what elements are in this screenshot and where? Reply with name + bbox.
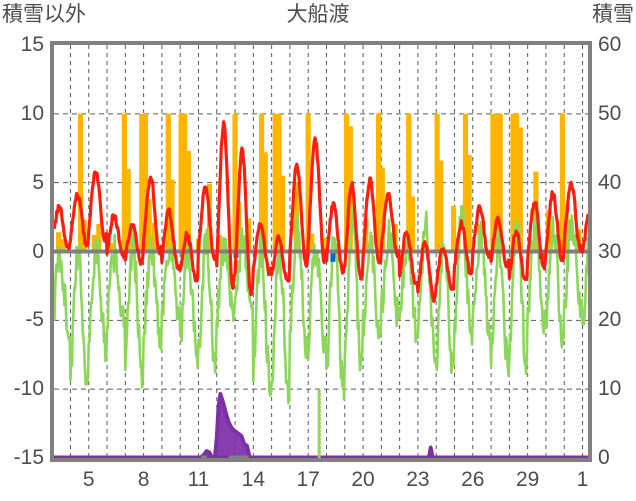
sunshine-spike-31 bbox=[307, 113, 310, 252]
sunshine-bar-1 bbox=[60, 239, 66, 252]
sunshine-spike-45 bbox=[439, 160, 442, 252]
sunshine-spike-25 bbox=[260, 113, 263, 252]
x-tick-14: 14 bbox=[241, 468, 266, 491]
x-tick-11: 11 bbox=[187, 468, 210, 491]
chart-title: 大船渡 bbox=[286, 3, 350, 26]
sunshine-bar-0 bbox=[55, 232, 62, 252]
sunshine-spike-51 bbox=[495, 113, 498, 252]
sunshine-spike-14 bbox=[167, 113, 170, 252]
x-tick-29: 29 bbox=[515, 468, 540, 491]
sunshine-spike-22 bbox=[234, 113, 237, 252]
sunshine-bar-5 bbox=[96, 223, 102, 252]
x-tick-8: 8 bbox=[137, 468, 150, 491]
sunshine-spike-54 bbox=[515, 113, 518, 252]
sunshine-spike-35 bbox=[345, 113, 348, 252]
sunshine-bar-42 bbox=[409, 196, 416, 252]
left-tick--5: -5 bbox=[25, 308, 44, 332]
right-tick-30: 30 bbox=[598, 239, 622, 263]
sunshine-spike-48 bbox=[468, 155, 471, 252]
sunshine-bar-6 bbox=[109, 243, 115, 252]
x-tick-17: 17 bbox=[296, 468, 320, 491]
sunshine-bar-32 bbox=[309, 233, 315, 252]
sunshine-spike-58 bbox=[561, 113, 564, 252]
right-tick-0: 0 bbox=[598, 446, 610, 469]
right-tick-40: 40 bbox=[598, 170, 622, 194]
left-tick-5: 5 bbox=[32, 170, 44, 194]
right-axis-title: 積雪 bbox=[592, 3, 634, 26]
x-tick-1: 1 bbox=[576, 468, 589, 491]
sunshine-spike-39 bbox=[381, 167, 384, 252]
sunshine-spike-27 bbox=[274, 113, 277, 252]
sunshine-spike-29 bbox=[281, 175, 284, 252]
plot-area bbox=[50, 41, 592, 462]
sunshine-spike-8 bbox=[127, 168, 130, 252]
sunshine-spike-47 bbox=[464, 113, 467, 252]
sunshine-spike-17 bbox=[183, 113, 186, 252]
sunshine-spike-7 bbox=[123, 113, 126, 252]
sunshine-spike-11 bbox=[144, 113, 147, 252]
sunshine-spike-15 bbox=[170, 179, 173, 252]
right-tick-10: 10 bbox=[598, 377, 622, 401]
x-tick-5: 5 bbox=[82, 468, 95, 491]
humidity-green-line bbox=[54, 204, 588, 405]
sunshine-spike-50 bbox=[491, 113, 494, 252]
sunshine-bar-13 bbox=[151, 222, 158, 252]
sunshine-bar-46 bbox=[450, 206, 457, 252]
temperature-red-line bbox=[54, 120, 588, 303]
left-tick--15: -15 bbox=[13, 446, 44, 469]
left-tick--10: -10 bbox=[13, 377, 44, 401]
sunshine-spike-2 bbox=[79, 113, 82, 252]
sunshine-spike-52 bbox=[499, 113, 502, 252]
left-tick-10: 10 bbox=[20, 101, 44, 125]
sunshine-spike-18 bbox=[187, 151, 190, 252]
snow-depth-area bbox=[54, 394, 588, 458]
precipitation-bar-2 bbox=[330, 251, 336, 262]
snow-depth-purple-line bbox=[54, 392, 588, 458]
x-tick-23: 23 bbox=[406, 468, 430, 491]
sunshine-spike-10 bbox=[140, 113, 143, 252]
sunshine-spike-41 bbox=[407, 113, 410, 252]
sunshine-bar-33 bbox=[322, 237, 329, 252]
left-tick-0: 0 bbox=[32, 239, 44, 263]
x-tick-26: 26 bbox=[461, 468, 485, 491]
sunshine-spike-26 bbox=[264, 152, 267, 252]
right-tick-50: 50 bbox=[598, 101, 622, 125]
sunshine-spike-44 bbox=[436, 113, 439, 252]
right-tick-20: 20 bbox=[598, 308, 622, 332]
snow-blip-day24 bbox=[429, 443, 433, 458]
sunshine-spike-28 bbox=[277, 113, 280, 252]
sunshine-spike-53 bbox=[512, 113, 515, 252]
sunshine-bar-12 bbox=[146, 199, 152, 252]
sunshine-spike-38 bbox=[377, 113, 380, 252]
plot-canvas bbox=[54, 45, 588, 458]
left-axis-title: 積雪以外 bbox=[2, 3, 86, 26]
sunshine-spike-16 bbox=[180, 113, 183, 252]
x-tick-20: 20 bbox=[351, 468, 375, 491]
sunshine-spike-55 bbox=[519, 127, 522, 252]
sunshine-bar-24 bbox=[246, 218, 252, 252]
chart-svg bbox=[54, 45, 588, 458]
sunshine-bar-21 bbox=[216, 234, 223, 252]
left-tick-15: 15 bbox=[20, 33, 44, 56]
right-tick-60: 60 bbox=[598, 33, 622, 56]
